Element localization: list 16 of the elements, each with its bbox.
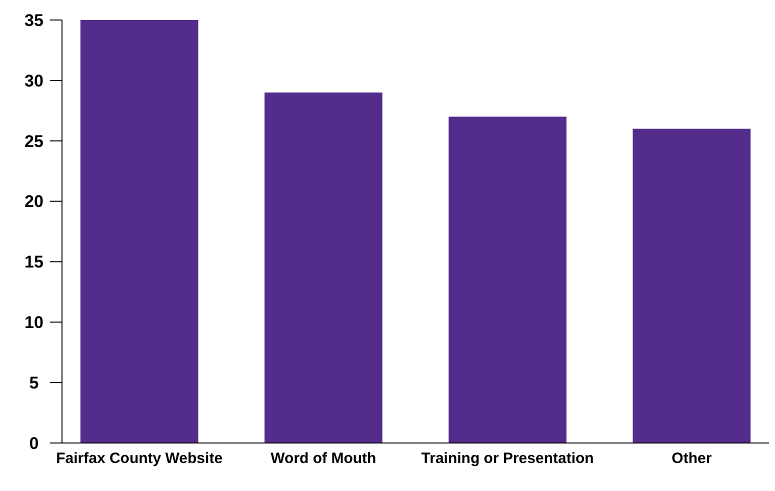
y-tick-label: 30 bbox=[24, 71, 44, 90]
y-tick-label: 0 bbox=[29, 434, 39, 453]
y-tick-label: 15 bbox=[24, 252, 44, 272]
x-tick-label: Other bbox=[672, 450, 712, 467]
x-tick-label: Training or Presentation bbox=[421, 450, 594, 467]
x-tick-label: Word of Mouth bbox=[270, 450, 376, 467]
bar bbox=[632, 128, 751, 443]
bar bbox=[80, 20, 198, 443]
x-tick-label: Fairfax County Website bbox=[56, 450, 223, 467]
bar bbox=[448, 116, 566, 443]
y-tick-label: 5 bbox=[29, 374, 39, 393]
y-tick-label: 20 bbox=[24, 192, 44, 212]
y-tick-label: 10 bbox=[24, 313, 44, 332]
y-tick-label: 25 bbox=[24, 132, 44, 151]
y-tick-label: 35 bbox=[24, 10, 44, 30]
bar bbox=[264, 92, 382, 443]
